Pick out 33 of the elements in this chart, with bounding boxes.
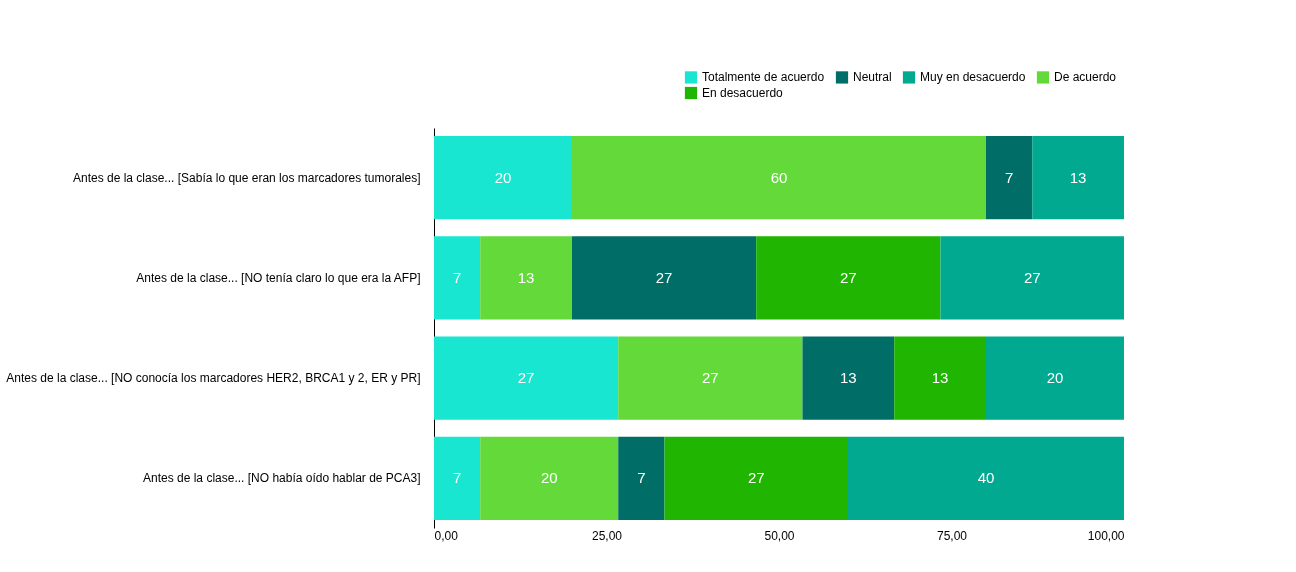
y-tick-label: Antes de la clase... [NO tenía claro lo que era la AFP] [136, 270, 421, 285]
data-label: 40 [977, 469, 995, 487]
y-tick-label: Antes de la clase... [NO había oído hablar de PCA3] [143, 471, 421, 486]
data-label: 27 [517, 369, 535, 387]
data-label: 60 [770, 168, 788, 186]
data-label: 27 [747, 469, 765, 487]
data-label: 13 [931, 369, 949, 387]
data-label: 7 [452, 268, 462, 286]
x-tick-label: 25,00 [591, 528, 623, 543]
y-tick-label: Antes de la clase... [Sabía lo que eran los marcadores tumorales] [72, 170, 421, 185]
data-label: 27 [840, 268, 857, 286]
data-label: 7 [452, 469, 462, 487]
data-label: 27 [702, 369, 719, 387]
data-label: 20 [540, 469, 558, 487]
data-label: 27 [655, 268, 673, 286]
data-label: 20 [1046, 369, 1064, 387]
x-tick-label: 50,00 [764, 528, 795, 543]
x-tick-label: 75,00 [936, 528, 968, 543]
data-label: 13 [517, 268, 535, 286]
data-label: 13 [840, 369, 857, 387]
legend-label: Neutral [853, 70, 892, 85]
legend-label: En desacuerdo [702, 86, 784, 100]
data-label: 7 [637, 469, 646, 487]
x-tick-label: 100,00 [1087, 528, 1125, 543]
legend-label: Muy en desacuerdo [920, 70, 1026, 85]
data-label: 20 [494, 168, 512, 186]
legend-label: Totalmente de acuerdo [702, 70, 825, 85]
legend-label: De acuerdo [1054, 70, 1117, 85]
data-label: 7 [1004, 168, 1014, 186]
x-tick-label: 0,00 [434, 528, 459, 543]
y-tick-label: Antes de la clase... [NO conocía los marcadores HER2, BRCA1 y 2, ER y PR] [6, 371, 421, 386]
data-label: 27 [1023, 268, 1041, 286]
data-label: 13 [1069, 168, 1087, 186]
